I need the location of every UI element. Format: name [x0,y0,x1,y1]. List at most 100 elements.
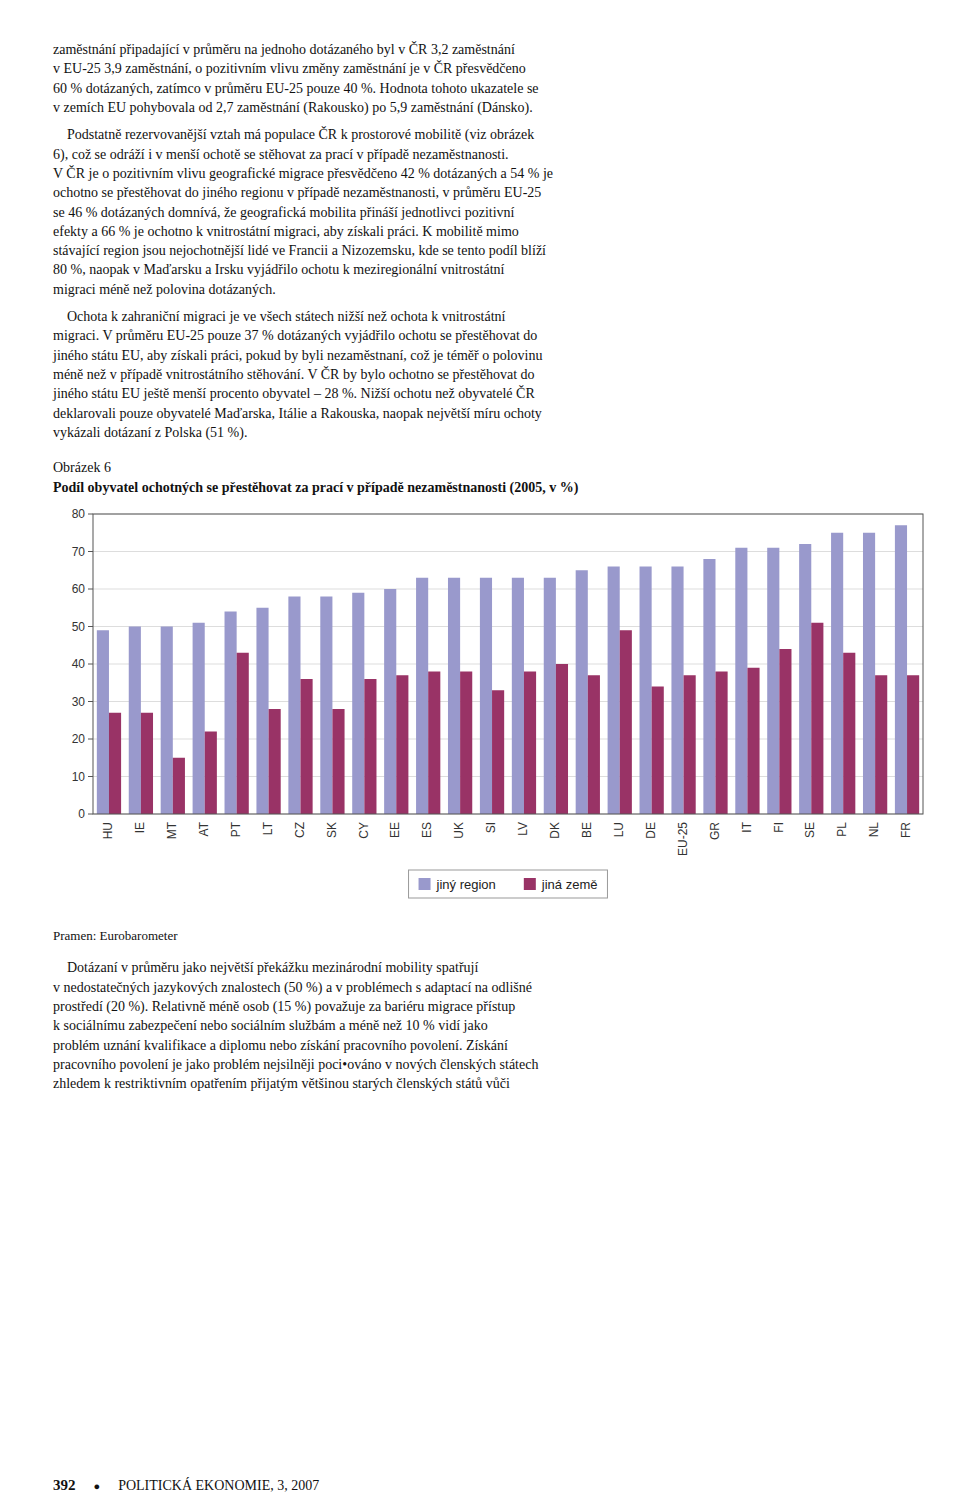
grid-line [93,664,923,665]
y-tick-label: 30 [72,695,86,709]
x-tick-label: DE [644,822,658,839]
bar [620,631,632,815]
bar [556,664,568,814]
bar [161,627,173,815]
legend-swatch [524,878,536,890]
bar [779,649,791,814]
bar [811,623,823,814]
x-tick-label: GR [708,822,722,840]
legend-swatch [419,878,431,890]
bar [863,533,875,814]
x-tick-label: NL [867,822,881,838]
bar [544,578,556,814]
bar [703,559,715,814]
x-tick-label: FR [899,822,913,838]
x-tick-label: SE [803,822,817,838]
bar [588,676,600,815]
bar [460,672,472,815]
bar [576,571,588,815]
bar [269,709,281,814]
bar [141,713,153,814]
y-tick [88,814,93,815]
paragraph: zaměstnání připadající v průměru na jedn… [53,40,936,117]
bar [895,526,907,815]
bar [735,548,747,814]
x-tick-label: AT [197,822,211,837]
bar [428,672,440,815]
bar [97,631,109,815]
y-tick [88,739,93,740]
bar [831,533,843,814]
bar [608,567,620,815]
y-axis: 01020304050607080 [72,507,923,821]
y-tick-label: 70 [72,545,86,559]
y-tick [88,626,93,627]
paragraph: Ochota k zahraniční migraci je ve všech … [53,307,936,442]
bar [524,672,536,815]
y-tick-label: 40 [72,657,86,671]
legend-item: jiná země [524,877,598,892]
bar [747,668,759,814]
y-tick-label: 0 [78,807,85,821]
page-number: 392 [53,1477,76,1494]
bar [640,567,652,815]
y-tick-label: 60 [72,582,86,596]
x-tick-label: LT [261,822,275,836]
y-tick-label: 80 [72,507,86,521]
legend-item: jiný region [419,877,496,892]
bar [384,589,396,814]
y-tick [88,664,93,665]
y-tick [88,776,93,777]
x-tick-label: BE [580,822,594,838]
y-tick [88,551,93,552]
x-tick-label: EE [388,822,402,838]
x-tick-label: ES [420,822,434,838]
chart: 01020304050607080HUIEMTATPTLTCZSKCYEEESU… [53,504,933,924]
y-tick-label: 10 [72,770,86,784]
x-tick-label: PT [229,822,243,838]
bar [301,679,313,814]
grid-line [93,626,923,627]
bar [109,713,121,814]
footer-separator: ● [94,1480,101,1492]
bar [416,578,428,814]
bar [205,732,217,815]
x-tick-label: HU [101,822,115,839]
bar [716,672,728,815]
bar [875,676,887,815]
bar [173,758,185,814]
bar [256,608,268,814]
bar [767,548,779,814]
grid-line [93,701,923,702]
bars [97,526,919,815]
footer: 392●POLITICKÁ EKONOMIE, 3, 2007 [53,1477,319,1494]
x-tick-label: LU [612,822,626,837]
x-tick-label: IT [740,822,754,833]
legend: jiný region jiná země [409,870,608,898]
source: Pramen: Eurobarometer [53,928,936,944]
paragraph: Podstatně rezervovanější vztah má popula… [53,125,936,299]
chart-title: Podíl obyvatel ochotných se přestěhovat … [53,480,936,496]
x-tick-label: SI [484,822,498,833]
paragraph: Dotázaní v průměru jako největší překážk… [53,958,936,1093]
bar [364,679,376,814]
bar [332,709,344,814]
x-tick-label: MT [165,822,179,840]
bar [237,653,249,814]
bar [799,544,811,814]
page: zaměstnání připadající v průměru na jedn… [53,40,936,1101]
x-tick-label: DK [548,822,562,839]
x-axis: HUIEMTATPTLTCZSKCYEEESUKSILVDKBELUDEEU-2… [101,822,913,857]
grid-line [93,739,923,740]
grid-line [93,589,923,590]
bar [684,676,696,815]
bar [652,687,664,815]
bar [492,691,504,815]
x-tick-label: CZ [293,822,307,838]
bar [480,578,492,814]
grid-line [93,551,923,552]
y-tick [88,589,93,590]
x-tick-label: CY [357,822,371,839]
legend-label: jiná země [541,877,598,892]
bar [129,627,141,815]
